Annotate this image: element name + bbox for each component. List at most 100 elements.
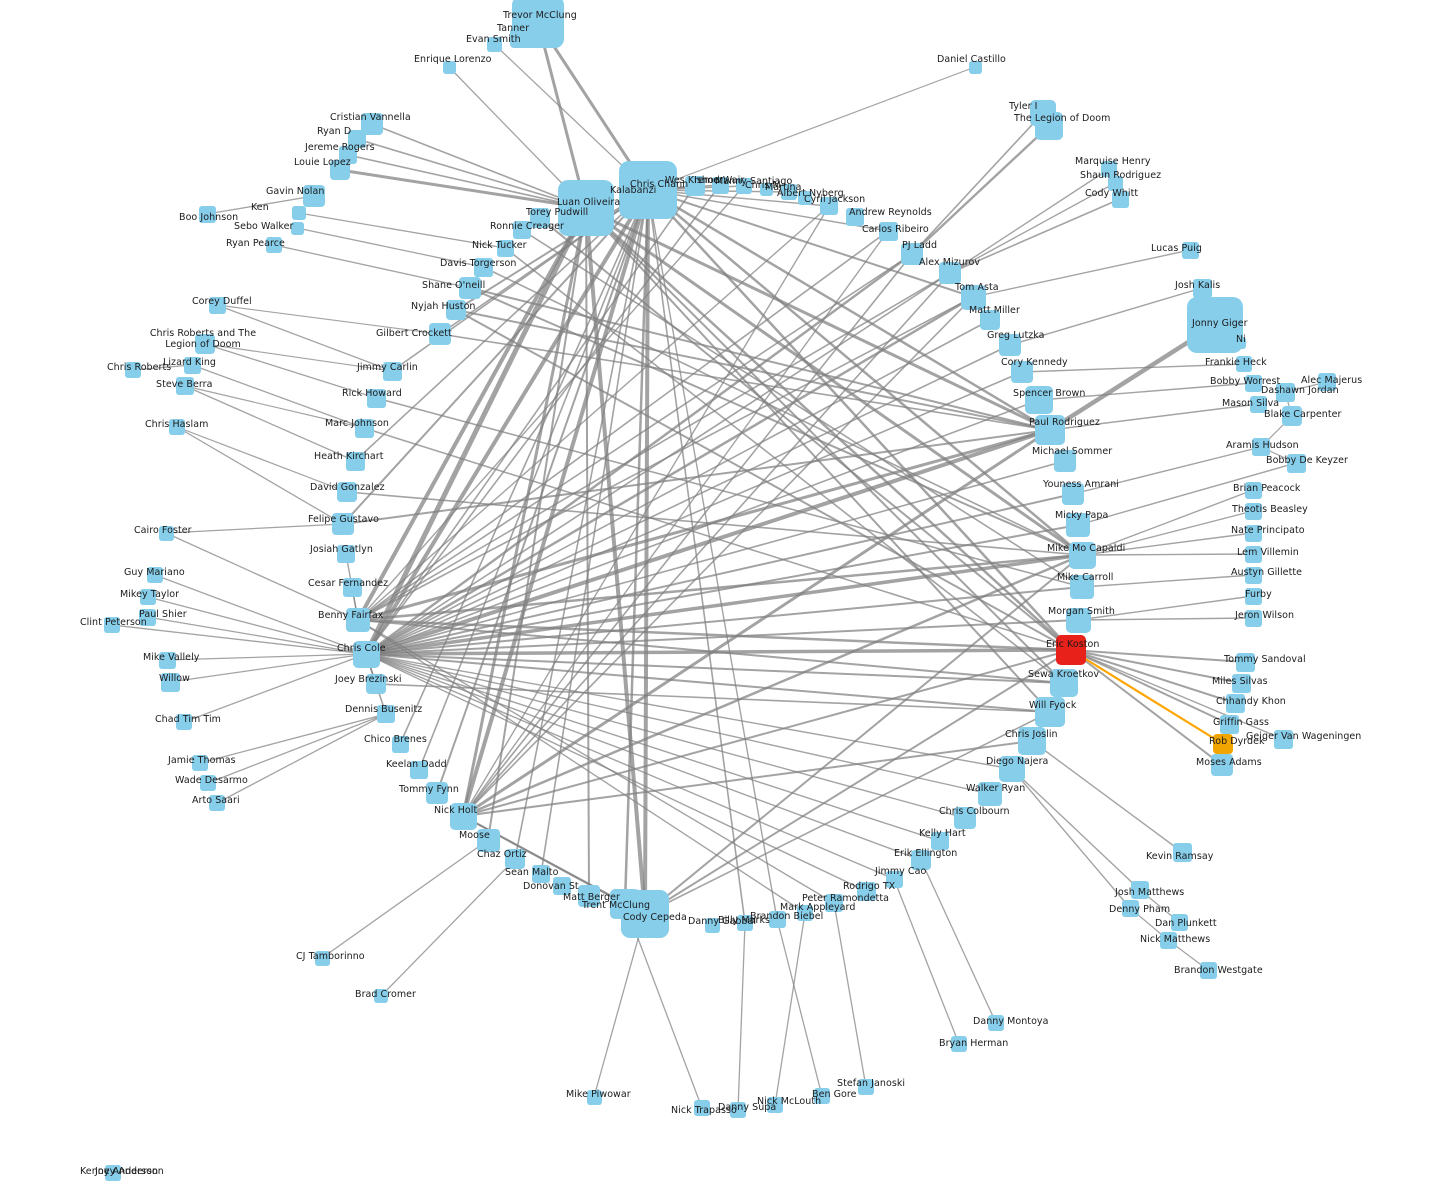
- graph-node[interactable]: [711, 176, 729, 194]
- graph-node[interactable]: [391, 735, 409, 753]
- graph-node[interactable]: [885, 870, 903, 888]
- graph-node[interactable]: [354, 418, 374, 438]
- graph-node[interactable]: [208, 296, 226, 314]
- graph-node[interactable]: [730, 1102, 746, 1118]
- graph-node[interactable]: [290, 221, 304, 235]
- graph-node[interactable]: [1065, 607, 1091, 633]
- graph-node[interactable]: [901, 243, 923, 265]
- graph-node[interactable]: [999, 334, 1021, 356]
- graph-node[interactable]: [578, 885, 600, 907]
- graph-node[interactable]: [1244, 374, 1262, 392]
- graph-node[interactable]: [1192, 278, 1212, 298]
- graph-node[interactable]: [429, 323, 451, 345]
- graph-node[interactable]: [266, 237, 282, 253]
- graph-node[interactable]: [1273, 729, 1293, 749]
- graph-node[interactable]: [1219, 714, 1239, 734]
- graph-node[interactable]: [1244, 609, 1262, 627]
- graph-node[interactable]: [160, 672, 180, 692]
- graph-node[interactable]: [1235, 652, 1255, 672]
- graph-node[interactable]: [960, 284, 986, 310]
- graph-node[interactable]: [759, 182, 773, 196]
- graph-node[interactable]: [1181, 241, 1199, 259]
- graph-node[interactable]: [449, 802, 477, 830]
- graph-node[interactable]: [980, 310, 1000, 330]
- graph-node[interactable]: [685, 176, 705, 196]
- graph-node[interactable]: [856, 881, 876, 901]
- graph-node[interactable]: [513, 221, 531, 239]
- graph-node[interactable]: [1070, 575, 1094, 599]
- graph-node[interactable]: [125, 362, 141, 378]
- graph-node[interactable]: [426, 782, 448, 804]
- graph-node[interactable]: [1018, 727, 1046, 755]
- graph-node[interactable]: [314, 950, 330, 966]
- graph-node[interactable]: [361, 113, 383, 135]
- graph-node[interactable]: [346, 608, 370, 632]
- graph-node[interactable]: [486, 36, 502, 52]
- graph-node[interactable]: [104, 617, 120, 633]
- graph-node[interactable]: [442, 60, 456, 74]
- graph-node[interactable]: [169, 419, 185, 435]
- graph-node[interactable]: [1107, 175, 1123, 191]
- graph-node[interactable]: [1172, 842, 1192, 862]
- graph-node[interactable]: [532, 865, 550, 883]
- graph-node[interactable]: [1054, 450, 1076, 472]
- graph-node[interactable]: [814, 1088, 830, 1104]
- graph-node[interactable]: [798, 191, 812, 205]
- graph-node[interactable]: [209, 795, 225, 811]
- graph-node[interactable]: [352, 640, 380, 668]
- graph-node[interactable]: [558, 180, 614, 236]
- graph-node[interactable]: [366, 674, 386, 694]
- graph-node[interactable]: [195, 334, 215, 354]
- graph-node[interactable]: [846, 208, 864, 226]
- graph-node[interactable]: [530, 208, 550, 228]
- graph-node[interactable]: [820, 197, 838, 215]
- graph-node[interactable]: [1056, 635, 1086, 665]
- graph-node[interactable]: [382, 361, 402, 381]
- graph-node[interactable]: [1131, 881, 1149, 899]
- graph-node[interactable]: [553, 877, 571, 895]
- graph-node[interactable]: [1170, 913, 1188, 931]
- graph-node[interactable]: [825, 894, 843, 912]
- graph-node[interactable]: [192, 755, 208, 771]
- graph-node[interactable]: [878, 221, 898, 241]
- graph-node[interactable]: [459, 277, 481, 299]
- graph-node[interactable]: [704, 917, 720, 933]
- graph-node[interactable]: [158, 525, 174, 541]
- graph-node[interactable]: [510, 28, 530, 48]
- graph-node[interactable]: [374, 989, 388, 1003]
- graph-node[interactable]: [1244, 587, 1262, 605]
- graph-node[interactable]: [1101, 161, 1117, 177]
- graph-node[interactable]: [200, 775, 216, 791]
- graph-node[interactable]: [586, 1089, 602, 1105]
- graph-node[interactable]: [954, 807, 976, 829]
- graph-node[interactable]: [1286, 453, 1306, 473]
- graph-node[interactable]: [1159, 931, 1177, 949]
- graph-node[interactable]: [292, 206, 306, 220]
- graph-node[interactable]: [183, 356, 201, 374]
- graph-node[interactable]: [1187, 297, 1243, 353]
- graph-node[interactable]: [1249, 395, 1267, 413]
- graph-node[interactable]: [105, 1165, 121, 1181]
- graph-node[interactable]: [768, 910, 786, 928]
- graph-node[interactable]: [198, 205, 216, 223]
- graph-node[interactable]: [610, 889, 640, 919]
- graph-node[interactable]: [1282, 406, 1302, 426]
- graph-node[interactable]: [999, 756, 1025, 782]
- graph-node[interactable]: [1252, 438, 1270, 456]
- graph-node[interactable]: [1035, 112, 1063, 140]
- graph-node[interactable]: [176, 714, 192, 730]
- graph-node[interactable]: [473, 257, 493, 277]
- graph-node[interactable]: [978, 782, 1002, 806]
- graph-node[interactable]: [1318, 373, 1336, 391]
- graph-node[interactable]: [140, 589, 156, 605]
- graph-node[interactable]: [147, 567, 163, 583]
- graph-node[interactable]: [694, 1100, 710, 1116]
- graph-node[interactable]: [988, 1015, 1004, 1031]
- graph-node[interactable]: [505, 849, 525, 869]
- graph-node[interactable]: [303, 185, 325, 207]
- graph-node[interactable]: [337, 545, 355, 563]
- graph-node[interactable]: [176, 377, 194, 395]
- graph-node[interactable]: [737, 915, 753, 931]
- graph-node[interactable]: [342, 577, 362, 597]
- graph-node[interactable]: [1199, 961, 1217, 979]
